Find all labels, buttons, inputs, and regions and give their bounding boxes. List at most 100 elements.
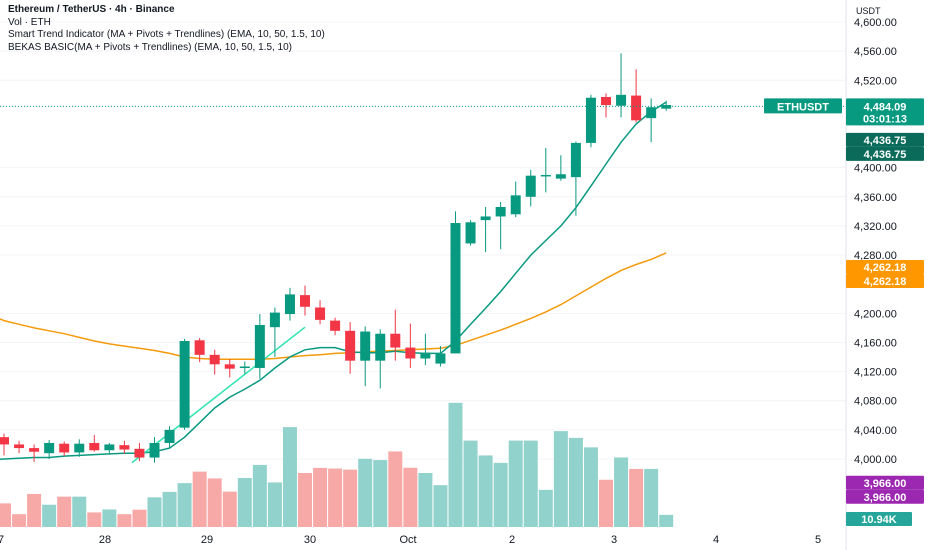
volume-bar: [282, 427, 297, 527]
price-tick-label: 4,560.00: [854, 46, 897, 58]
candle-body: [330, 320, 341, 331]
volume-bars: [0, 402, 674, 527]
candle-body: [149, 442, 160, 458]
volume-bar: [102, 509, 117, 527]
volume-bar: [463, 440, 478, 527]
volume-bar: [298, 473, 312, 527]
volume-bar: [508, 440, 523, 527]
slow-ma-line: [0, 252, 667, 360]
candle-body: [420, 352, 431, 359]
volume-bar: [493, 462, 508, 527]
volume-bar: [12, 514, 27, 527]
candle-body: [179, 341, 190, 428]
volume-bar: [192, 471, 207, 527]
candle-body: [269, 312, 280, 328]
indicator-legend-1[interactable]: Smart Trend Indicator (MA + Pivots + Tre…: [8, 29, 325, 40]
candle-body: [525, 175, 536, 197]
volume-bar: [147, 497, 162, 527]
volume-bar: [358, 458, 373, 527]
candle-body: [29, 448, 40, 452]
candle-body: [495, 206, 506, 217]
candle-body: [631, 95, 642, 121]
chart-legend: Ethereum / TetherUS · 4h · Binance Vol ·…: [8, 4, 325, 54]
volume-bar: [388, 451, 403, 527]
fast-ma-label-2: 4,436.75: [864, 149, 907, 161]
volume-bar: [659, 514, 674, 527]
low-price-label-2-bg: [846, 489, 924, 504]
price-tick-label: 4,080.00: [854, 396, 897, 408]
candle-body: [570, 142, 581, 178]
countdown-label-bg: [846, 111, 924, 126]
time-tick-label: 28: [99, 534, 111, 546]
candle-body: [209, 354, 220, 365]
candle-body: [646, 107, 657, 119]
time-axis-ticks[interactable]: 27 28 29 30 Oct 2 3 4 5: [0, 534, 821, 546]
volume-bar: [538, 489, 553, 527]
price-axis-ticks[interactable]: 4,600.00 4,560.00 4,520.00 4,400.00 4,360.00…: [854, 17, 897, 466]
candle-body: [315, 307, 326, 320]
symbol-title[interactable]: Ethereum / TetherUS · 4h · Binance: [8, 4, 175, 15]
volume-bar: [523, 440, 538, 527]
candle-body: [616, 94, 627, 106]
candle-body: [14, 444, 25, 449]
time-tick-label: 4: [713, 534, 719, 546]
candle-body: [224, 364, 235, 369]
volume-bar: [583, 447, 598, 527]
price-tick-label: 4,360.00: [854, 192, 897, 204]
countdown-label: 03:01:13: [863, 113, 907, 125]
candle-body: [585, 97, 596, 143]
candle-body: [0, 437, 9, 445]
volume-label-bg: [846, 512, 912, 526]
volume-bar: [57, 496, 72, 527]
volume-bar: [252, 464, 267, 527]
volume-bar: [132, 509, 147, 527]
slow-ma-label-1: 4,262.18: [864, 262, 907, 274]
volume-bar: [267, 482, 282, 527]
fast-ma-label-1: 4,436.75: [864, 135, 907, 147]
price-tick-label: 4,000.00: [854, 454, 897, 466]
time-tick-label: 27: [0, 534, 4, 546]
candle-body: [164, 429, 175, 443]
candle-body: [435, 353, 446, 364]
volume-bar: [207, 478, 222, 527]
fast-ma-label-1-bg: [846, 132, 924, 147]
candle-body: [284, 294, 295, 315]
price-grid: [0, 21, 846, 460]
candle-body: [239, 366, 250, 369]
time-tick-label: 3: [611, 534, 617, 546]
volume-bar: [87, 512, 102, 527]
price-tick-label: 4,040.00: [854, 425, 897, 437]
candle-body: [375, 333, 386, 361]
time-tick-label: 5: [815, 534, 821, 546]
volume-bar: [448, 402, 463, 527]
volume-bar: [478, 455, 493, 527]
volume-bar: [403, 467, 418, 527]
candle-body: [465, 222, 476, 244]
candle-body: [480, 216, 491, 221]
volume-bar: [418, 473, 433, 527]
volume-bar: [629, 468, 644, 527]
low-price-label-1-bg: [846, 475, 924, 490]
candle-body: [59, 443, 70, 453]
fast-ma-label-2-bg: [846, 146, 924, 161]
volume-bar: [644, 468, 659, 527]
indicator-legend-2[interactable]: BEKAS BASIC(MA + Pivots + Trendlines) (E…: [8, 41, 293, 53]
volume-bar: [614, 457, 629, 527]
price-tick-label: 4,320.00: [854, 221, 897, 233]
candle-body: [360, 331, 371, 361]
candle-body: [134, 448, 145, 458]
volume-bar: [72, 496, 87, 527]
price-tick-label: 4,160.00: [854, 337, 897, 349]
low-price-label-1: 3,966.00: [864, 478, 907, 490]
price-tick-label: 4,200.00: [854, 308, 897, 320]
candle-body: [555, 174, 566, 179]
symbol-badge: ETHUSDT: [777, 101, 829, 113]
candle-body: [540, 174, 551, 177]
volume-legend[interactable]: Vol · ETH: [8, 16, 51, 28]
candle-body: [44, 442, 55, 454]
volume-bar: [0, 503, 11, 527]
volume-bar: [27, 493, 42, 527]
price-tick-label: 4,600.00: [854, 17, 897, 29]
